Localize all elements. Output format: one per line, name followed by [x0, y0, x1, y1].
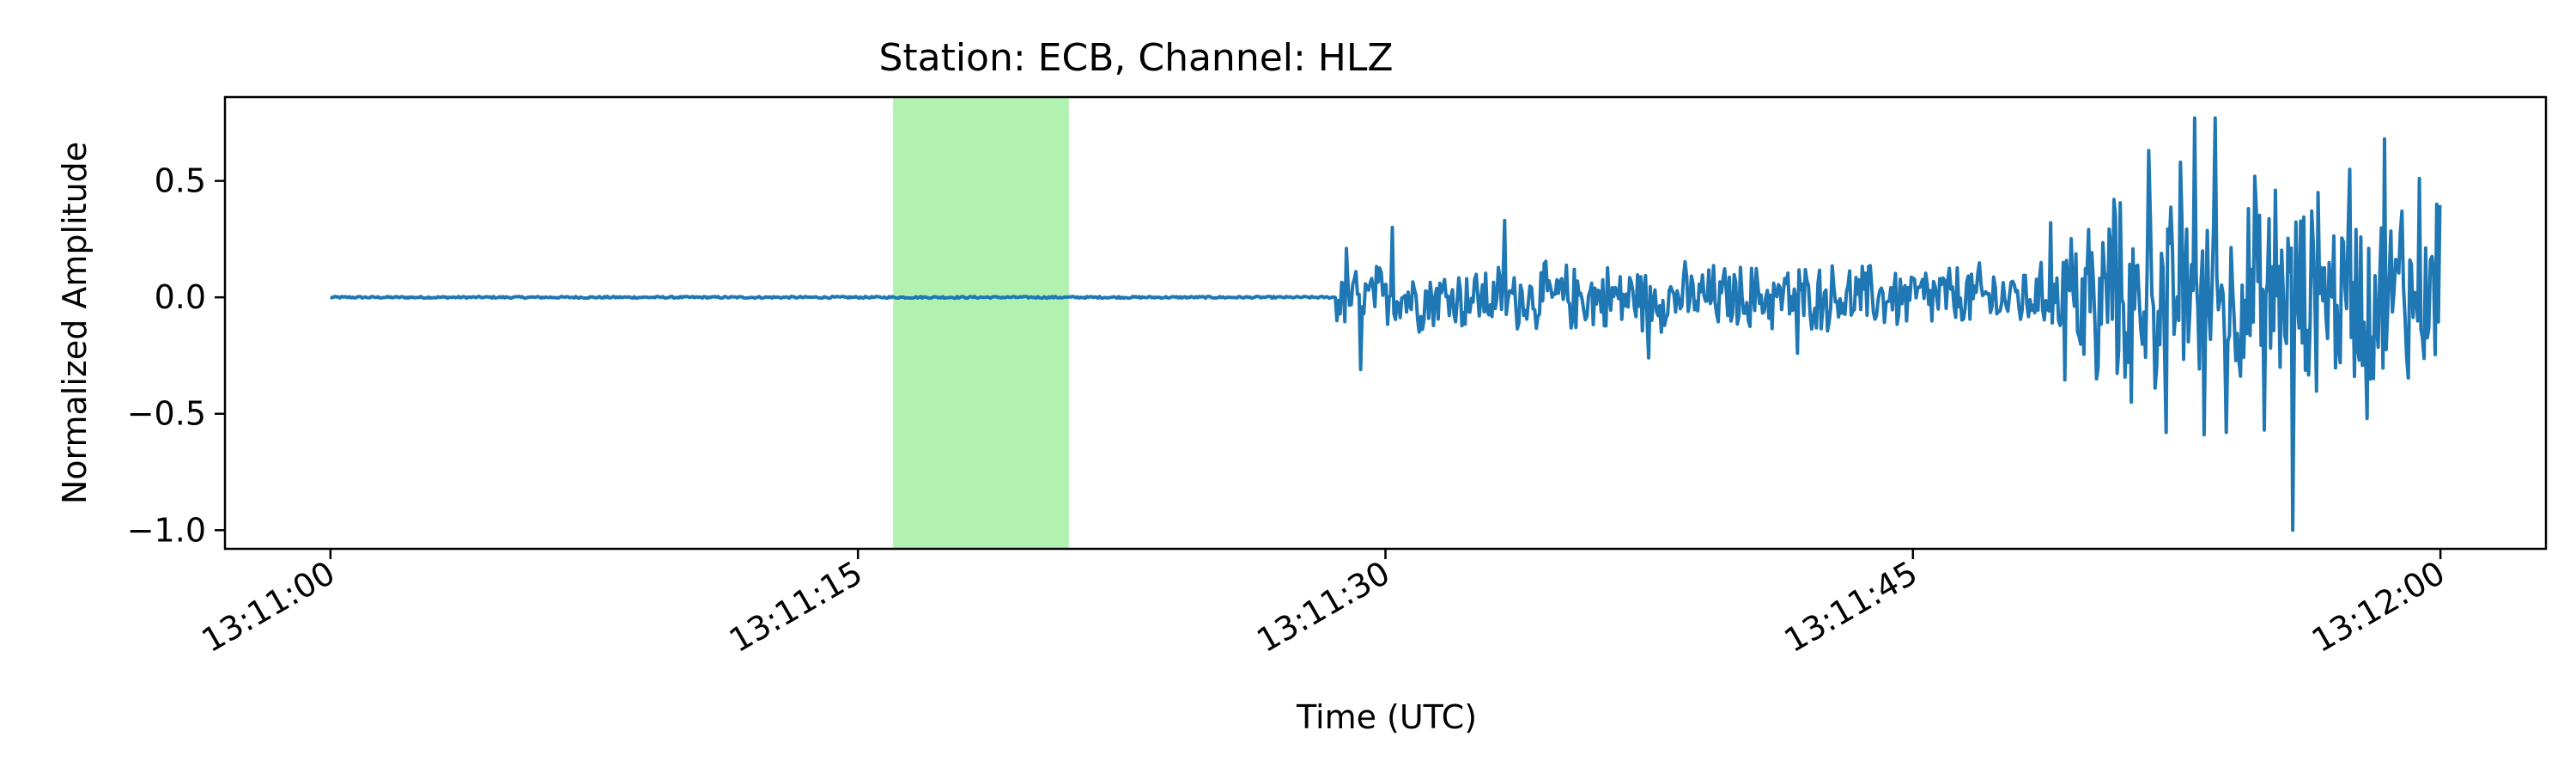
y-axis-label: Normalized Amplitude [56, 142, 94, 504]
y-tick-label: −1.0 [127, 511, 206, 549]
x-tick-label: 13:11:00 [196, 554, 342, 660]
y-tick-label: 0.0 [155, 278, 206, 316]
x-tick-label: 13:11:15 [723, 554, 869, 660]
y-tick-label: −0.5 [127, 395, 206, 433]
x-tick-label: 13:11:30 [1250, 554, 1396, 660]
waveform-line [330, 116, 2442, 533]
y-tick-label: 0.5 [155, 162, 206, 200]
x-tick-label: 13:12:00 [2306, 554, 2451, 660]
x-tick-label: 13:11:45 [1778, 554, 1924, 660]
highlight-window [893, 97, 1069, 549]
chart-title: Station: ECB, Channel: HLZ [878, 36, 1393, 80]
plot-area: 0.5 0.0 −0.5 −1.0 13:11:00 13:11:15 13:11:30 13… [127, 95, 2548, 660]
x-axis-label: Time (UTC) [1296, 698, 1477, 736]
